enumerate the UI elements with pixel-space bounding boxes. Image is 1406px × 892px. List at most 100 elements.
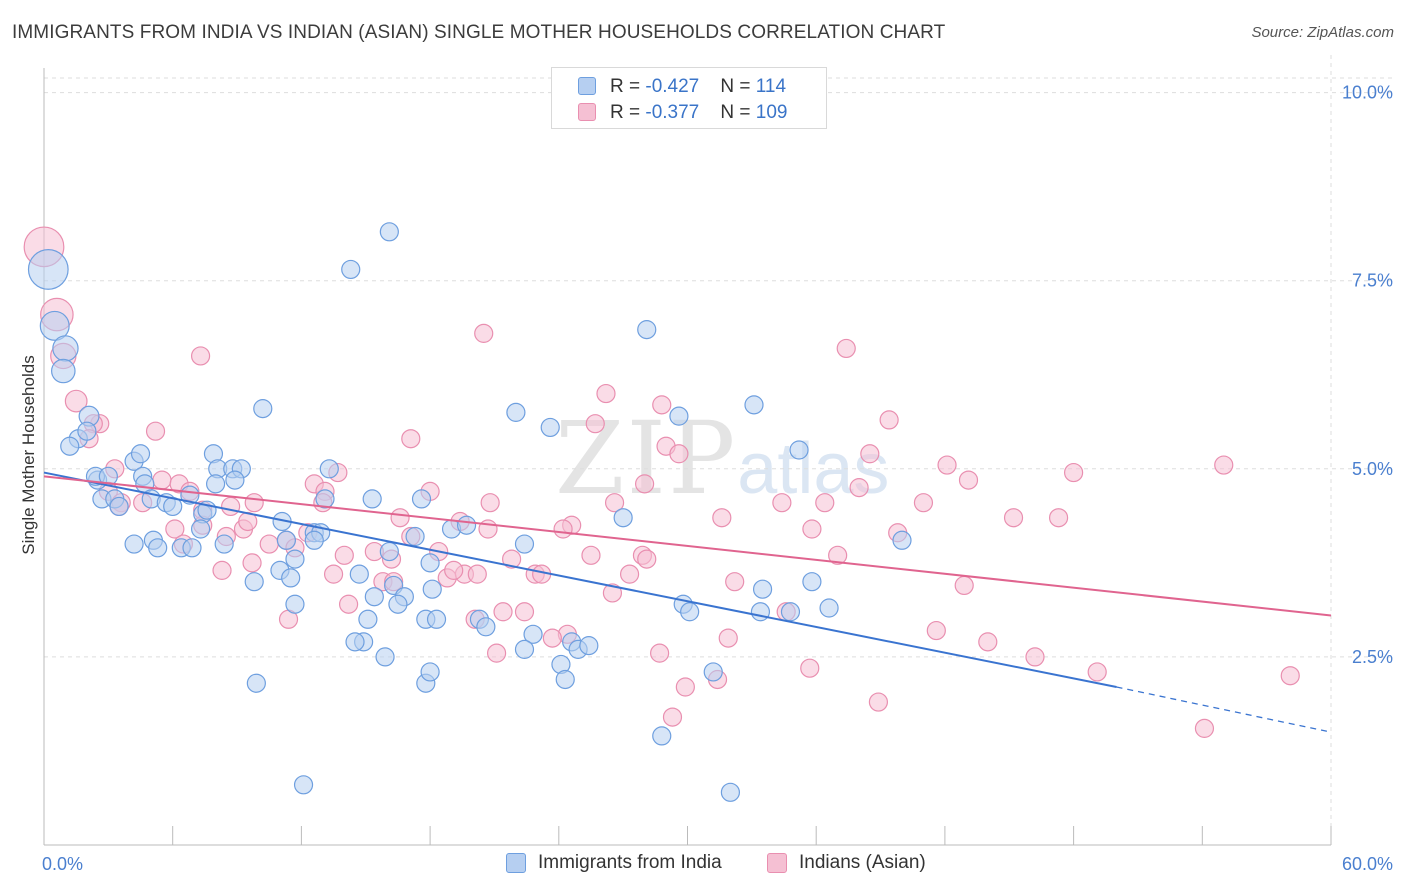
legend-text-india: R = -0.427 N = 114 [610,76,786,98]
india-point [60,436,80,456]
indians-asian-trend-line [43,475,1332,617]
india-point [819,598,839,618]
india-point [109,496,129,517]
legend-swatch-india [578,77,596,95]
indians-asian-point [1063,462,1084,483]
bottom-legend-label-indians-asian: Indians (Asian) [799,852,926,873]
indians-asian-point [926,620,946,641]
india-point [379,541,399,562]
indians-asian-point [954,575,974,596]
india-trend-line-extension [1116,686,1332,733]
indians-asian-point [493,602,513,622]
india-point [244,572,264,592]
indians-asian-point [836,338,856,359]
indians-asian-point [474,323,494,343]
indians-asian-point [1194,718,1215,738]
india-point [375,647,395,667]
axes [43,68,1332,846]
india-point [379,222,399,242]
india-point [514,534,535,554]
indians-asian-point [242,553,262,573]
indians-asian-point [542,628,562,648]
bottom-legend-swatch-indians-asian [767,853,787,873]
india-point [315,489,335,509]
legend-n-label: N = [720,76,756,97]
indians-asian-point [1048,508,1069,528]
indians-asian-point [1025,647,1045,667]
indians-asian-point [581,545,601,565]
indians-asian-point [401,429,421,449]
india-point [27,249,69,290]
legend-n-value: 114 [755,76,787,97]
india-point [405,526,425,547]
source-label: Source: ZipAtlas.com [1251,24,1394,41]
india-point [341,259,361,280]
india-point [349,564,369,584]
india-point [476,617,496,637]
indians-asian-point [828,545,848,565]
india-point [637,320,657,340]
indians-asian-point [502,549,522,569]
legend-r-label: R = [610,76,646,97]
india-point [456,515,477,535]
indians-asian-point [772,493,792,513]
india-point [77,421,97,441]
india-point [780,602,801,622]
indians-asian-point [165,519,185,539]
india-point [703,662,723,682]
india-point [802,572,822,592]
indians-asian-point [596,383,616,404]
indians-asian-point [913,493,934,513]
india-point [752,579,773,599]
india-point [523,624,543,644]
indians-asian-point [221,496,241,517]
india-point [206,474,226,494]
indians-asian-point [675,677,695,697]
indians-asian-point [338,594,359,614]
legend-n-label: N = [720,102,756,123]
indians-asian-point [652,395,672,415]
legend-r-label: R = [610,102,646,123]
legend-n-value: 109 [755,102,788,123]
indians-asian-point [390,508,410,528]
y-tick-label: 2.5% [1352,647,1393,667]
india-point [253,399,273,419]
indians-asian-point [334,545,354,565]
india-point [52,335,79,362]
y-tick-label: 7.5% [1352,271,1393,291]
legend-text-indians-asian: R = -0.377 N = 109 [610,102,787,124]
indians-asian-point [637,549,657,569]
indians-asian-point [1003,508,1024,528]
indians-asian-point [718,628,738,648]
india-point [514,639,535,659]
indians-asian-point [444,560,464,580]
india-point [285,594,305,614]
indians-asian-point [480,493,500,513]
india-point [358,609,378,629]
grid-lines [44,55,1392,845]
legend-swatch-indians-asian [578,103,596,121]
india-point [506,402,526,422]
india-point [892,530,912,550]
india-point [420,662,440,682]
india-point [246,673,266,693]
indians-asian-point [486,643,507,663]
indians-asian-point [802,519,822,539]
indians-asian-point [937,455,957,475]
india-point [422,579,442,599]
indians-asian-point [712,508,732,528]
correlation-legend: R = -0.427 N = 114 R = -0.377 N = 109 [551,67,827,129]
indians-asian-point [467,564,487,584]
trend-lines [43,471,1332,733]
tick-labels: 2.5% 5.0% 7.5% 10.0% 0.0% 60.0% [42,83,1393,874]
indians-asian-point [602,583,623,603]
india-point [304,530,324,550]
india-point [281,568,301,588]
indians-asian-point [64,389,88,413]
indians-asian-point [634,474,655,494]
india-point [680,602,700,622]
indians-asian-point [1280,666,1300,686]
india-point [744,395,764,415]
india-point [669,406,689,426]
india-point [190,519,211,539]
